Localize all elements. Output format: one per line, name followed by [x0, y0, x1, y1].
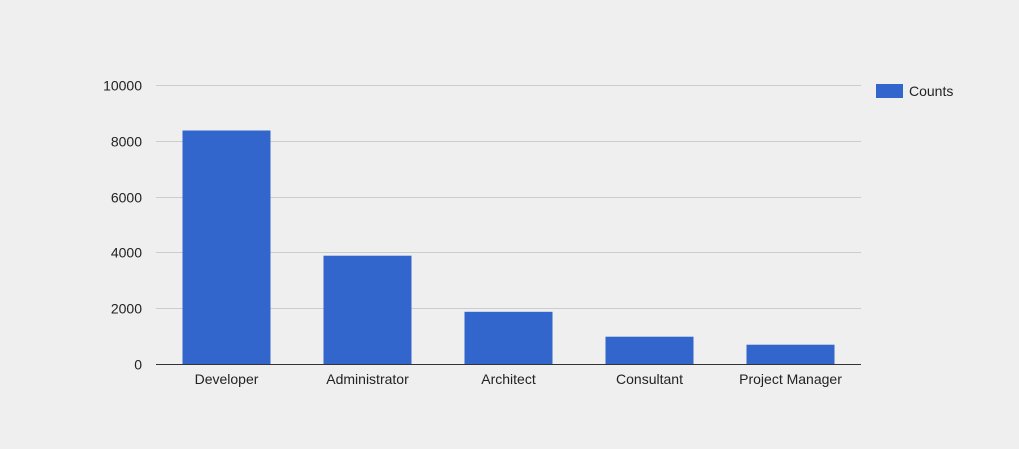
bars	[182, 130, 835, 365]
legend-label-counts: Counts	[909, 83, 953, 99]
gridlines	[156, 85, 861, 309]
y-tick-label: 6000	[111, 190, 142, 206]
bar-architect[interactable]	[464, 311, 553, 364]
x-tick-label: Developer	[195, 371, 259, 387]
y-axis-tick-labels: 0 2000 4000 6000 8000 10000	[103, 78, 142, 373]
legend-swatch-counts	[876, 84, 903, 98]
y-tick-label: 4000	[111, 245, 142, 261]
legend: Counts	[876, 83, 953, 99]
bar-consultant[interactable]	[605, 336, 694, 364]
x-tick-label: Architect	[481, 371, 536, 387]
y-tick-label: 0	[134, 357, 142, 373]
x-tick-label: Project Manager	[739, 371, 842, 387]
bar-administrator[interactable]	[323, 255, 412, 364]
y-tick-label: 2000	[111, 301, 142, 317]
y-tick-label: 8000	[111, 134, 142, 150]
bar-project-manager[interactable]	[746, 344, 835, 364]
bar-developer[interactable]	[182, 130, 271, 365]
x-tick-label: Administrator	[326, 371, 409, 387]
x-axis-tick-labels: Developer Administrator Architect Consultan…	[195, 371, 843, 387]
x-tick-label: Consultant	[616, 371, 683, 387]
y-tick-label: 10000	[103, 78, 142, 94]
